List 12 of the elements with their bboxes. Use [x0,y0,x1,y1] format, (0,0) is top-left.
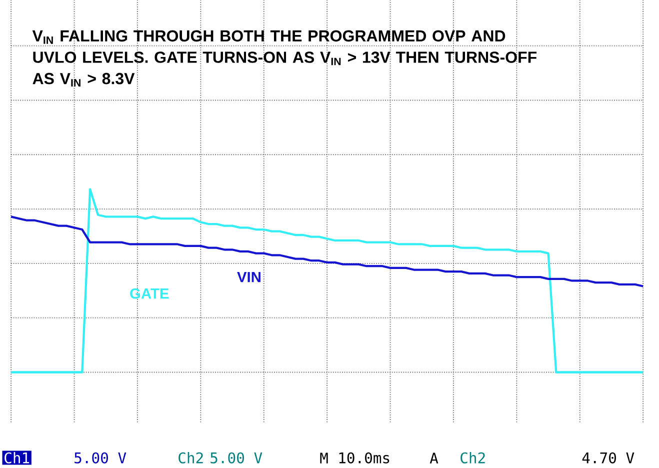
text: A [430,452,438,464]
text: Ch2 [178,452,203,464]
text: GATE [130,288,169,299]
chart-title: V$_{IN}$ FALLING THROUGH BOTH THE PROGRAMMED OVP AND UVLO LEVELS. GATE TURNS-ON AS V$_{IN}$ > 13V THEN TURNS-OFF AS V$_{IN}$ > 8.3V [32,30,536,86]
text: Ch1 [4,452,30,464]
text: 4.70 V [582,452,634,464]
text: Ch2 [460,452,485,464]
text: 5.00 V [210,452,262,464]
series-label: VIN [237,272,260,282]
text: M [320,452,328,464]
text: 5.00 V [74,452,126,464]
text: 10.0ms [339,452,390,464]
